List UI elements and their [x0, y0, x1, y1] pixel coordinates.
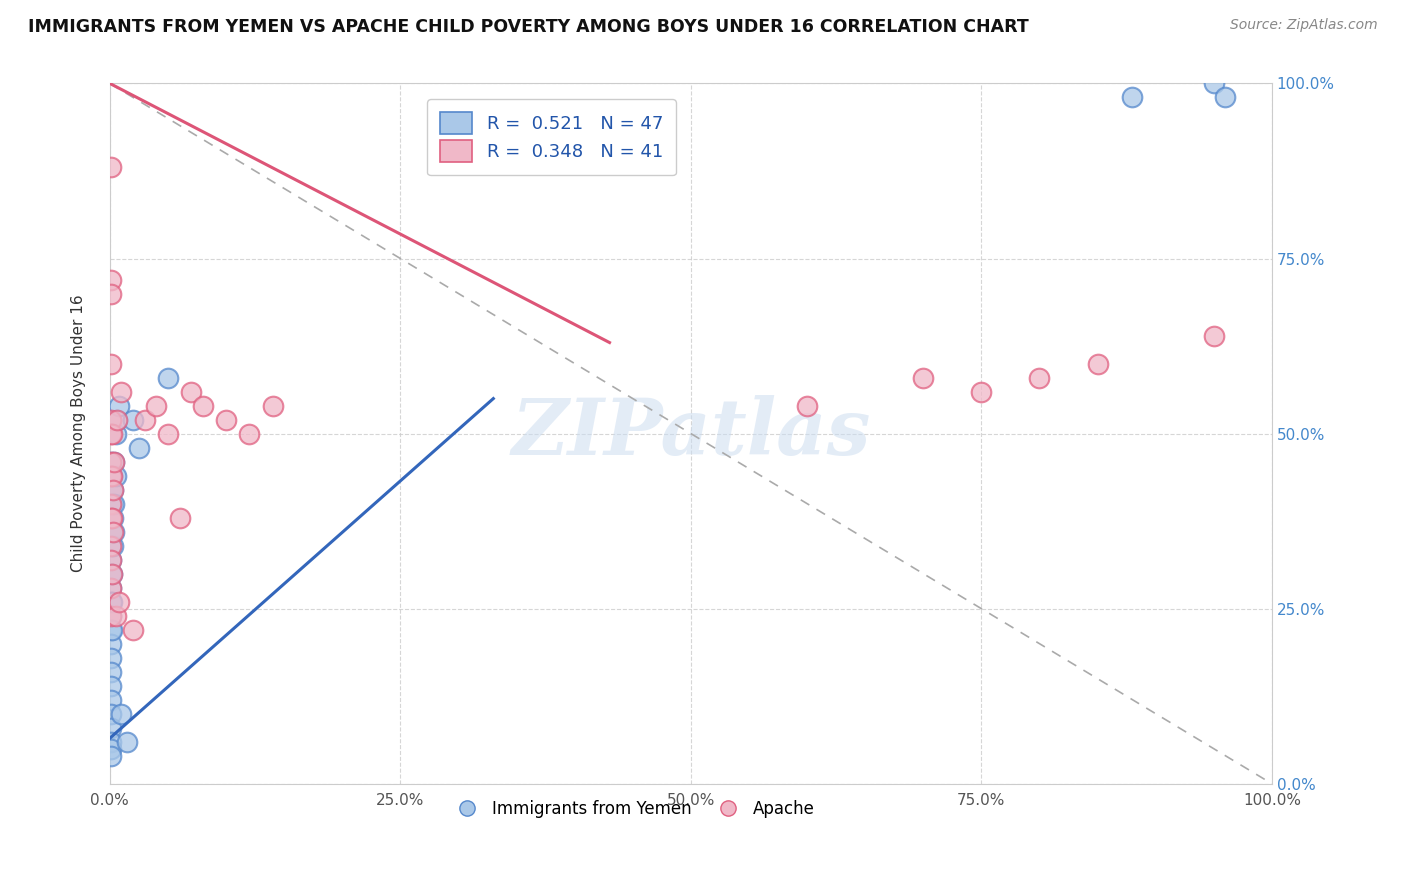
Point	[122, 412, 145, 426]
Point	[796, 399, 818, 413]
Point	[169, 510, 191, 524]
Point	[103, 454, 125, 468]
Text: IMMIGRANTS FROM YEMEN VS APACHE CHILD POVERTY AMONG BOYS UNDER 16 CORRELATION CH: IMMIGRANTS FROM YEMEN VS APACHE CHILD PO…	[28, 18, 1029, 36]
Text: ZIPatlas: ZIPatlas	[512, 395, 870, 472]
Point	[100, 706, 122, 721]
Point	[100, 581, 122, 595]
Point	[104, 608, 127, 623]
Point	[1202, 328, 1225, 343]
Point	[100, 595, 122, 609]
Point	[100, 552, 122, 566]
Point	[100, 692, 122, 706]
Point	[912, 370, 935, 384]
Point	[100, 161, 122, 175]
Point	[100, 566, 122, 581]
Point	[101, 524, 124, 539]
Point	[100, 623, 122, 637]
Point	[100, 357, 122, 371]
Point	[1028, 370, 1050, 384]
Point	[100, 412, 122, 426]
Text: Source: ZipAtlas.com: Source: ZipAtlas.com	[1230, 18, 1378, 32]
Y-axis label: Child Poverty Among Boys Under 16: Child Poverty Among Boys Under 16	[72, 294, 86, 573]
Point	[100, 552, 122, 566]
Point	[101, 595, 124, 609]
Point	[100, 272, 122, 286]
Point	[103, 497, 125, 511]
Point	[180, 384, 202, 399]
Point	[1215, 90, 1237, 104]
Point	[101, 497, 124, 511]
Point	[101, 468, 124, 483]
Point	[101, 566, 124, 581]
Point	[100, 286, 122, 301]
Point	[1087, 357, 1109, 371]
Point	[100, 608, 122, 623]
Point	[156, 426, 179, 441]
Point	[108, 595, 131, 609]
Point	[262, 399, 284, 413]
Point	[100, 454, 122, 468]
Point	[100, 665, 122, 679]
Point	[100, 581, 122, 595]
Point	[156, 370, 179, 384]
Point	[100, 608, 122, 623]
Point	[103, 524, 125, 539]
Point	[970, 384, 993, 399]
Point	[101, 468, 124, 483]
Point	[104, 468, 127, 483]
Point	[103, 524, 125, 539]
Point	[103, 483, 125, 497]
Point	[134, 412, 156, 426]
Point	[1202, 77, 1225, 91]
Point	[103, 510, 125, 524]
Point	[122, 623, 145, 637]
Point	[108, 399, 131, 413]
Point	[100, 721, 122, 735]
Legend: Immigrants from Yemen, Apache: Immigrants from Yemen, Apache	[444, 793, 823, 824]
Point	[100, 510, 122, 524]
Point	[103, 483, 125, 497]
Point	[101, 566, 124, 581]
Point	[100, 741, 122, 756]
Point	[238, 426, 260, 441]
Point	[117, 735, 139, 749]
Point	[100, 510, 122, 524]
Point	[191, 399, 214, 413]
Point	[101, 426, 124, 441]
Point	[100, 748, 122, 763]
Point	[100, 735, 122, 749]
Point	[100, 468, 122, 483]
Point	[100, 468, 122, 483]
Point	[103, 539, 125, 553]
Point	[100, 454, 122, 468]
Point	[100, 497, 122, 511]
Point	[105, 412, 128, 426]
Point	[100, 637, 122, 651]
Point	[145, 399, 167, 413]
Point	[100, 497, 122, 511]
Point	[100, 426, 122, 441]
Point	[101, 623, 124, 637]
Point	[215, 412, 238, 426]
Point	[101, 510, 124, 524]
Point	[128, 441, 150, 455]
Point	[105, 412, 128, 426]
Point	[110, 706, 132, 721]
Point	[100, 524, 122, 539]
Point	[100, 679, 122, 693]
Point	[100, 539, 122, 553]
Point	[104, 426, 127, 441]
Point	[100, 539, 122, 553]
Point	[103, 454, 125, 468]
Point	[1121, 90, 1143, 104]
Point	[100, 483, 122, 497]
Point	[100, 650, 122, 665]
Point	[110, 384, 132, 399]
